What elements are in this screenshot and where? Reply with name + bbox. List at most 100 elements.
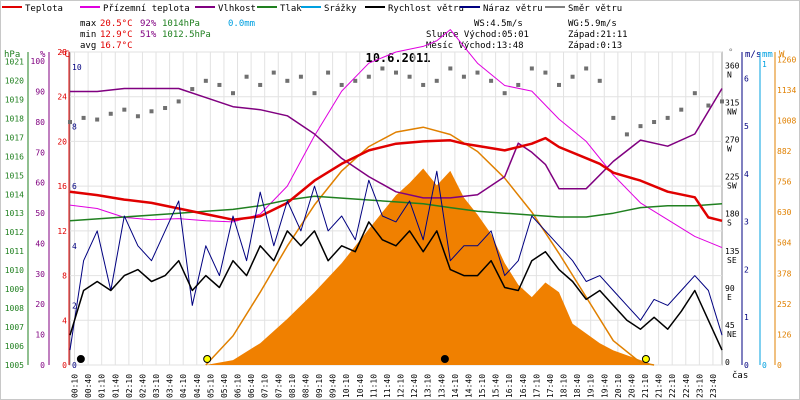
y-tick-ms: 3 <box>744 218 749 227</box>
info-mesic: Měsíc Východ:13:48 <box>426 41 524 51</box>
x-tick-label: 08:40 <box>301 374 310 398</box>
y-tick-dir-label: NE <box>727 330 737 339</box>
x-tick-label: 12:40 <box>410 374 419 398</box>
y-tick-wind: 0 <box>72 361 77 370</box>
x-tick-label: 02:40 <box>138 374 147 398</box>
x-tick-label: 14:40 <box>464 374 473 398</box>
y-tick-dir-label: S <box>727 219 732 228</box>
series-wind-speed <box>69 221 723 351</box>
y-tick-w: 1260 <box>777 55 796 64</box>
x-tick-label: 15:40 <box>492 374 501 398</box>
wind-direction-point <box>407 74 412 79</box>
y-tick-c: 12 <box>57 227 67 236</box>
stats-block: max 20.5°C 92% 1014hPa 0.0mm min 12.9°C … <box>80 19 255 51</box>
legend-label-vlhkost: Vlhkost <box>218 4 256 14</box>
y-tick-dir-label: SE <box>727 256 737 265</box>
stat-max-label: max <box>80 19 97 29</box>
y-tick-mm: 1 <box>762 60 767 69</box>
wind-direction-point <box>434 78 439 83</box>
x-tick-label: 01:10 <box>98 374 107 398</box>
legend: Teplota Přízemní teplota Vlhkost Tlak Sr… <box>2 4 622 14</box>
wind-direction-point <box>312 91 317 96</box>
y-tick-hpa: 1012 <box>5 228 24 237</box>
axis-titles: hPa % °C ° m/s mm W čas <box>4 48 785 381</box>
y-tick-dir-label: W <box>727 145 732 154</box>
series-ground-temperature <box>69 29 723 249</box>
x-tick-label: 02:10 <box>125 374 134 398</box>
y-tick-w: 882 <box>777 147 792 156</box>
stat-avg-label: avg <box>80 41 96 51</box>
wind-direction-point <box>665 115 670 120</box>
y-tick-hpa: 1018 <box>5 114 24 123</box>
y-tick-dir-value: 135 <box>725 247 740 256</box>
stat-avg-temp: 16.7°C <box>100 41 133 51</box>
y-tick-ms: 5 <box>744 122 749 131</box>
y-tick-ms: 1 <box>744 313 749 322</box>
series-wind-gust <box>69 170 723 351</box>
y-tick-dir-value: 360 <box>725 61 740 70</box>
y-tick-hpa: 1013 <box>5 209 24 218</box>
x-tick-label: 16:40 <box>519 374 528 398</box>
wind-direction-point <box>543 70 548 75</box>
axis-title-ms: m/s <box>745 50 761 60</box>
y-tick-w: 630 <box>777 208 792 217</box>
y-tick-pct: 0 <box>40 361 45 370</box>
x-tick-label: 08:10 <box>288 374 297 398</box>
y-tick-pct: 10 <box>35 331 45 340</box>
stat-max-temp: 20.5°C <box>100 19 133 29</box>
x-tick-label: 03:40 <box>166 374 175 398</box>
wind-direction-point <box>611 115 616 120</box>
x-tick-label: 13:10 <box>424 374 433 398</box>
y-tick-dir-label: N <box>727 70 732 79</box>
y-tick-w: 756 <box>777 178 792 187</box>
info-slunce-zapad: Západ:21:11 <box>568 30 628 40</box>
wind-direction-point <box>679 107 684 112</box>
y-tick-hpa: 1021 <box>5 57 24 66</box>
wind-direction-point <box>68 120 72 125</box>
wind-direction-point <box>570 74 575 79</box>
x-tick-label: 14:10 <box>451 374 460 398</box>
wind-direction-point <box>516 82 521 87</box>
sun-moon-marker <box>76 355 85 363</box>
wind-direction-point <box>394 70 398 75</box>
wind-direction-point <box>597 78 602 83</box>
y-tick-pct: 100 <box>31 57 46 66</box>
axis-title-w: W <box>779 50 785 60</box>
y-tick-w: 1008 <box>777 116 796 125</box>
x-tick-label: 11:10 <box>369 374 378 398</box>
wind-direction-point <box>298 74 303 79</box>
x-tick-label: 01:40 <box>111 374 120 398</box>
x-tick-label: 19:40 <box>600 374 609 398</box>
y-tick-hpa: 1006 <box>5 342 24 351</box>
y-tick-dir-label: SW <box>727 182 737 191</box>
y-tick-hpa: 1014 <box>5 190 24 199</box>
x-tick-label: 12:10 <box>397 374 406 398</box>
wind-direction-point <box>366 74 371 79</box>
axis-title-hpa: hPa <box>4 50 20 60</box>
y-tick-hpa: 1005 <box>5 361 24 370</box>
legend-label-srazky: Srážky <box>324 4 357 14</box>
wind-direction-point <box>244 74 249 79</box>
info-block: WS:4.5m/s WG:5.9m/s Slunce Východ:05:01 … <box>426 19 628 51</box>
axes: 00:10 00:40 01:10 01:40 02:10 02:40 03:10 03:40… <box>5 48 797 398</box>
y-tick-hpa: 1008 <box>5 304 24 313</box>
series-humidity <box>70 87 723 199</box>
x-tick-label: 11:40 <box>383 374 392 398</box>
y-tick-hpa: 1020 <box>5 76 24 85</box>
x-tick-label: 10:10 <box>342 374 351 398</box>
wind-direction-point <box>176 99 181 104</box>
x-tick-label: 00:10 <box>71 374 80 398</box>
wind-direction-point <box>448 66 453 71</box>
wind-direction-point <box>163 106 168 111</box>
y-tick-c: 28 <box>57 48 67 57</box>
y-tick-ms: 2 <box>744 265 749 274</box>
x-tick-label: 22:40 <box>682 374 691 398</box>
y-tick-hpa: 1010 <box>5 266 24 275</box>
wind-direction-point <box>217 82 222 87</box>
wind-direction-point <box>706 103 711 108</box>
y-tick-c: 24 <box>57 93 67 102</box>
wind-direction-point <box>502 91 507 96</box>
x-tick-label: 09:10 <box>315 374 324 398</box>
wind-direction-point <box>95 117 100 122</box>
wind-direction-point <box>81 115 86 120</box>
